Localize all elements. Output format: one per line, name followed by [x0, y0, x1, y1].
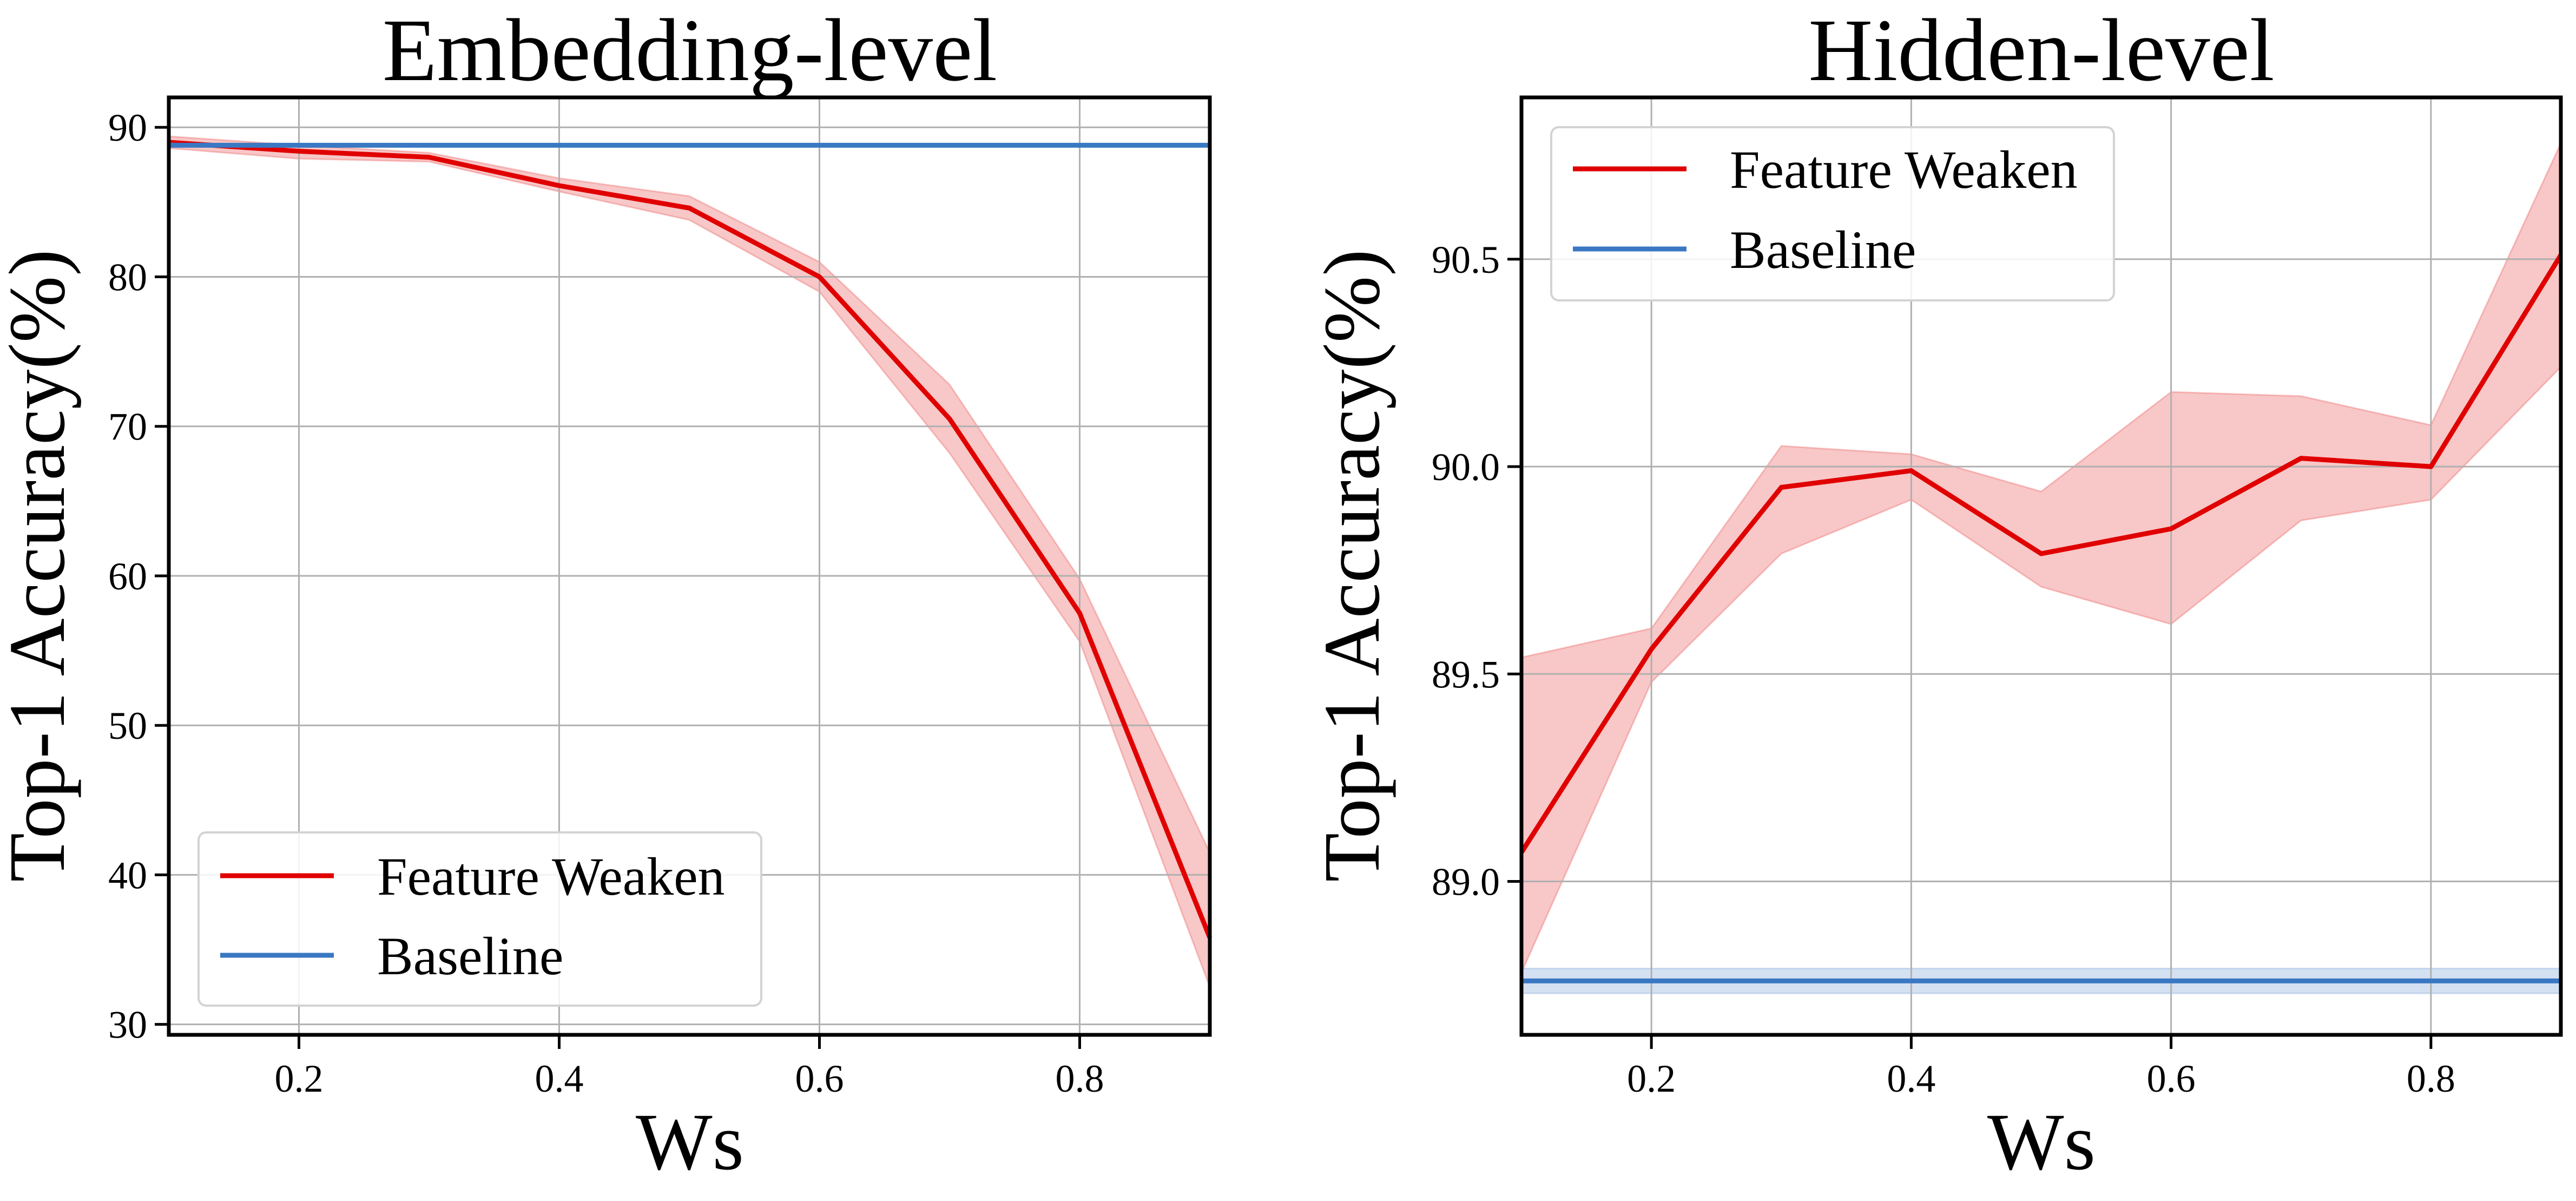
legend-box [197, 831, 762, 1007]
legend-label-baseline: Baseline [1730, 220, 1916, 280]
x-tick-label: 0.2 [275, 1057, 324, 1100]
y-tick-label: 90.5 [1432, 238, 1500, 281]
axes-frame [167, 95, 1212, 1037]
legend: Feature Weaken Baseline [1550, 126, 2115, 301]
y-tick-label: 90.0 [1432, 445, 1500, 489]
legend-box [1550, 126, 2115, 301]
legend: Feature Weaken Baseline [197, 831, 762, 1007]
x-tick-label: 0.4 [1887, 1057, 1935, 1100]
x-tick-label: 0.2 [1627, 1057, 1676, 1100]
chart-title-hidden-level: Hidden-level [1808, 1, 2274, 100]
series-lines [168, 140, 1213, 939]
x-tick-label: 0.6 [795, 1057, 844, 1100]
series-lines [1519, 253, 2563, 983]
y-tick-label: 60 [108, 555, 147, 598]
tick-marks [155, 126, 1081, 1049]
legend-label-baseline: Baseline [377, 926, 563, 986]
series-line-feature-weaken [168, 140, 1213, 939]
legend-label-feature-weaken: Feature Weaken [1730, 140, 2078, 200]
x-axis-label: Ws [1987, 1097, 2096, 1187]
y-tick-label: 30 [108, 1003, 147, 1047]
tick-labels: 0.2 0.4 0.6 0.8 30 40 50 60 70 80 90 [108, 106, 1104, 1100]
chart-title-embedding-level: Embedding-level [383, 1, 997, 100]
legend-label-feature-weaken: Feature Weaken [377, 846, 725, 907]
y-tick-label: 89.0 [1432, 860, 1500, 903]
axes-frame [1519, 95, 2563, 1037]
y-tick-label: 80 [108, 255, 147, 299]
y-axis-label: Top-1 Accuracy(%) [0, 250, 82, 882]
y-tick-label: 40 [108, 854, 147, 897]
series-line-feature-weaken [1519, 253, 2563, 854]
tick-marks [1507, 258, 2433, 1049]
y-tick-label: 89.5 [1432, 653, 1500, 696]
x-axis-label: Ws [636, 1097, 744, 1187]
tick-labels: 0.2 0.4 0.6 0.8 89.0 89.5 90.0 90.5 [1432, 238, 2455, 1100]
x-tick-label: 0.8 [2407, 1057, 2455, 1100]
x-tick-label: 0.4 [535, 1057, 584, 1100]
y-axis-label: Top-1 Accuracy(%) [1308, 250, 1396, 882]
grid-lines [169, 97, 1210, 1035]
x-tick-label: 0.8 [1056, 1057, 1104, 1100]
embedding-level-panel: 0.2 0.4 0.6 0.8 30 40 50 60 70 80 90 Embedding-lev… [0, 1, 1213, 1187]
y-tick-label: 90 [108, 106, 147, 149]
x-tick-label: 0.6 [2147, 1057, 2196, 1100]
hidden-level-panel: 0.2 0.4 0.6 0.8 89.0 89.5 90.0 90.5 Hidden-leve… [1308, 1, 2563, 1187]
y-tick-label: 70 [108, 405, 147, 449]
y-tick-label: 50 [108, 704, 147, 747]
